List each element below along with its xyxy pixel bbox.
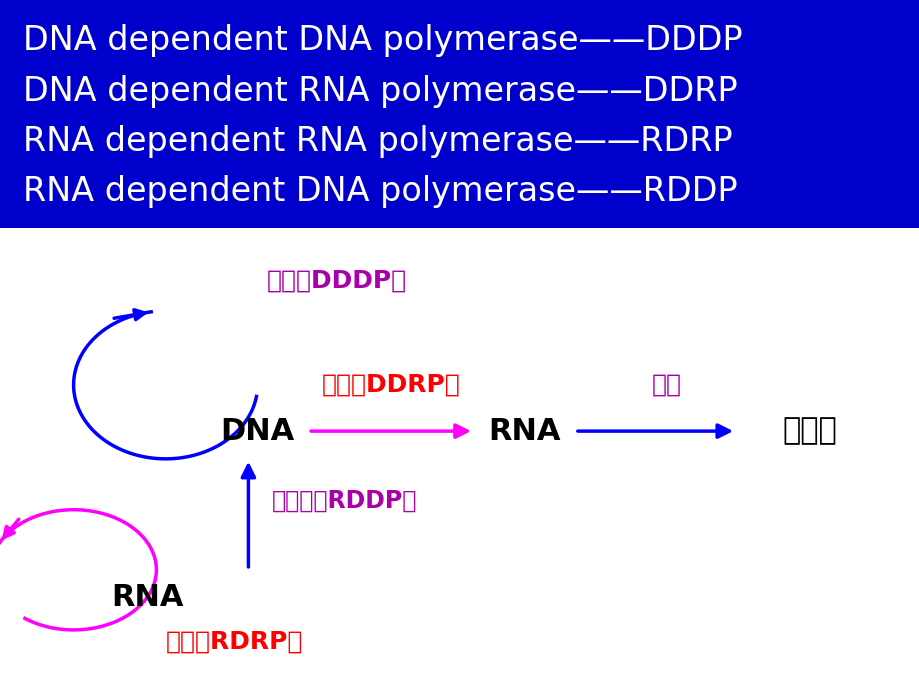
Text: 翻译: 翻译 xyxy=(652,373,681,397)
Text: RNA dependent RNA polymerase——RDRP: RNA dependent RNA polymerase——RDRP xyxy=(23,125,732,158)
Text: RNA: RNA xyxy=(488,417,560,446)
Text: RNA dependent DNA polymerase——RDDP: RNA dependent DNA polymerase——RDDP xyxy=(23,175,737,208)
Text: DNA dependent DNA polymerase——DDDP: DNA dependent DNA polymerase——DDDP xyxy=(23,24,742,57)
Text: DNA dependent RNA polymerase——DDRP: DNA dependent RNA polymerase——DDRP xyxy=(23,75,737,108)
Text: 蛋白质: 蛋白质 xyxy=(781,417,836,446)
Text: DNA: DNA xyxy=(221,417,294,446)
Text: 复制（DDDP）: 复制（DDDP） xyxy=(267,268,406,293)
Text: 反转录（RDDP）: 反转录（RDDP） xyxy=(271,489,416,513)
Text: RNA: RNA xyxy=(111,583,183,612)
Text: 复制（RDRP）: 复制（RDRP） xyxy=(165,630,302,654)
Text: 转录（DDRP）: 转录（DDRP） xyxy=(322,373,460,397)
